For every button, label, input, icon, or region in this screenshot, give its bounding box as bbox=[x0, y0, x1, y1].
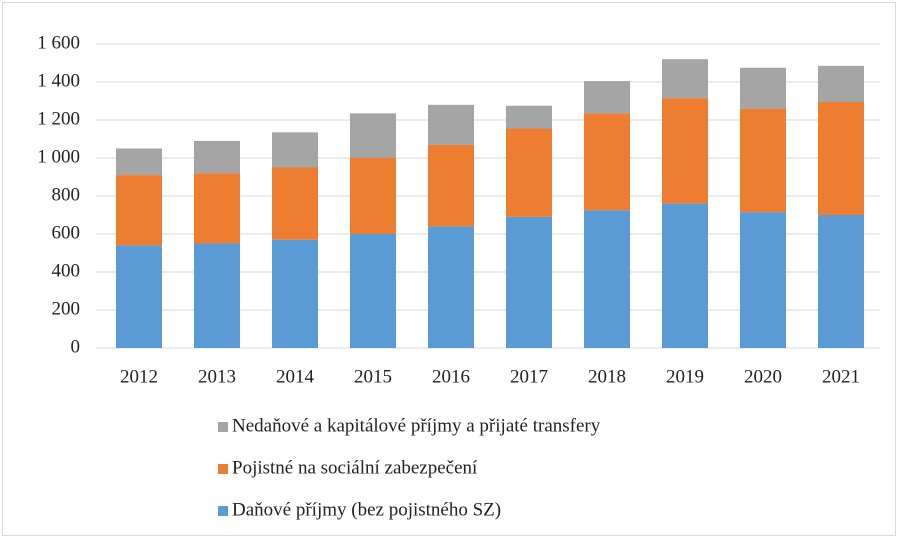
x-tick-label: 2012 bbox=[120, 366, 158, 387]
legend-label: Daňové příjmy (bez pojistného SZ) bbox=[232, 499, 501, 520]
bar-segment bbox=[584, 210, 630, 348]
y-tick-label: 400 bbox=[52, 260, 81, 281]
bar-segment bbox=[350, 158, 396, 234]
bar-segment bbox=[584, 81, 630, 114]
bar-segment bbox=[662, 203, 708, 348]
legend-swatch bbox=[218, 506, 228, 516]
bar-segment bbox=[506, 105, 552, 129]
bar-segment bbox=[272, 167, 318, 240]
bar-segment bbox=[428, 226, 474, 348]
x-tick-label: 2013 bbox=[198, 366, 236, 387]
bar-segment bbox=[116, 245, 162, 348]
legend-label: Pojistné na sociální zabezpečení bbox=[232, 457, 478, 478]
y-tick-label: 1 600 bbox=[37, 32, 80, 53]
bar-segment bbox=[116, 175, 162, 246]
y-tick-label: 0 bbox=[71, 336, 81, 357]
y-tick-label: 200 bbox=[52, 298, 81, 319]
x-tick-label: 2018 bbox=[588, 366, 626, 387]
legend-swatch bbox=[218, 422, 228, 432]
bar-segment bbox=[194, 243, 240, 348]
bar-segment bbox=[272, 239, 318, 348]
bar-segment bbox=[818, 215, 864, 348]
x-tick-label: 2021 bbox=[822, 366, 860, 387]
bar-segment bbox=[350, 234, 396, 348]
bar-segment bbox=[350, 113, 396, 158]
y-tick-label: 1 000 bbox=[37, 146, 80, 167]
bar-segment bbox=[506, 216, 552, 348]
bar-segment bbox=[506, 128, 552, 217]
y-tick-label: 1 400 bbox=[37, 70, 80, 91]
bar-segment bbox=[740, 67, 786, 109]
x-tick-label: 2016 bbox=[432, 366, 470, 387]
x-tick-label: 2014 bbox=[276, 366, 315, 387]
bar-segment bbox=[428, 104, 474, 145]
bar-segment bbox=[428, 144, 474, 227]
x-tick-label: 2020 bbox=[744, 366, 782, 387]
legend-label: Nedaňové a kapitálové příjmy a přijaté t… bbox=[232, 415, 601, 436]
bar-segment bbox=[272, 132, 318, 168]
y-tick-label: 1 200 bbox=[37, 108, 80, 129]
bar-segment bbox=[662, 59, 708, 99]
bar-segment bbox=[818, 65, 864, 102]
bar-segment bbox=[740, 212, 786, 348]
x-tick-label: 2019 bbox=[666, 366, 704, 387]
bar-segment bbox=[818, 101, 864, 215]
bar-segment bbox=[194, 173, 240, 244]
bar-segment bbox=[740, 108, 786, 213]
bar-segment bbox=[662, 98, 708, 204]
bar-segment bbox=[584, 113, 630, 211]
bar-segment bbox=[116, 148, 162, 176]
x-tick-label: 2015 bbox=[354, 366, 392, 387]
y-tick-label: 600 bbox=[52, 222, 81, 243]
x-tick-label: 2017 bbox=[510, 366, 548, 387]
y-tick-label: 800 bbox=[52, 184, 81, 205]
bar-segment bbox=[194, 140, 240, 174]
legend-swatch bbox=[218, 464, 228, 474]
